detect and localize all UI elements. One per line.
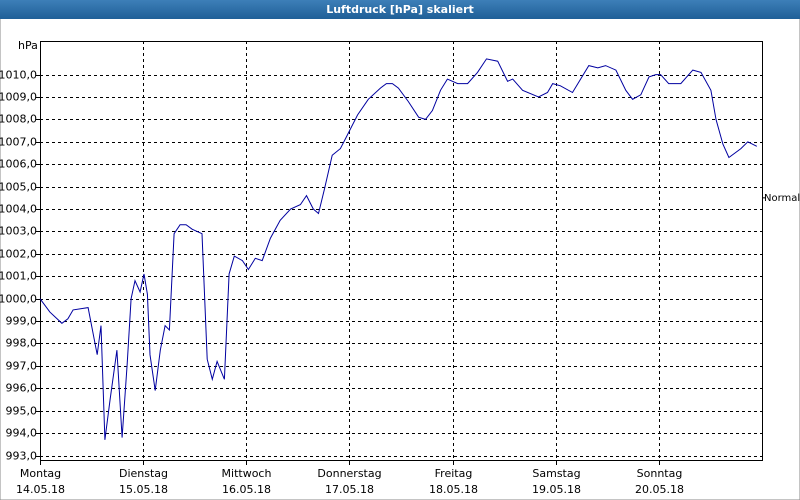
y-tick-label: 1003,0: [0, 225, 37, 238]
y-tick-label: 999,0: [6, 315, 38, 328]
plot-frame: [40, 41, 763, 461]
x-tick-label: Mittwoch: [222, 467, 272, 480]
y-tick-label: 994,0: [6, 427, 38, 440]
x-tick-label: Dienstag: [119, 467, 168, 480]
x-tick-label: Montag: [20, 467, 61, 480]
chart-title: Luftdruck [hPa] skaliert: [326, 3, 474, 16]
x-tick-date: 17.05.18: [325, 483, 374, 496]
x-tick-date: 14.05.18: [16, 483, 65, 496]
x-tick-label: Samstag: [532, 467, 580, 480]
y-tick-label: 1001,0: [0, 270, 37, 283]
y-tick-label: 1004,0: [0, 203, 37, 216]
title-bar: [0, 0, 800, 19]
x-tick-label: Donnerstag: [317, 467, 381, 480]
y-tick-label: 1000,0: [0, 293, 37, 306]
x-tick-date: 20.05.18: [635, 483, 684, 496]
y-tick-label: 998,0: [6, 337, 38, 350]
x-tick-label: Sonntag: [637, 467, 683, 480]
x-tick-date: 16.05.18: [222, 483, 271, 496]
x-tick-date: 19.05.18: [532, 483, 581, 496]
x-tick-date: 18.05.18: [429, 483, 478, 496]
y-tick-label: 1005,0: [0, 181, 37, 194]
y-axis-label: hPa: [18, 39, 38, 52]
reference-label: Normal: [764, 193, 800, 204]
y-tick-label: 997,0: [6, 360, 38, 373]
y-tick-label: 993,0: [6, 450, 38, 463]
y-tick-label: 1006,0: [0, 158, 37, 171]
y-tick-label: 1002,0: [0, 248, 37, 261]
y-tick-label: 1010,0: [0, 69, 37, 82]
x-tick-date: 15.05.18: [119, 483, 168, 496]
y-tick-label: 996,0: [6, 382, 38, 395]
data-line: [39, 58, 758, 440]
y-tick-label: 1007,0: [0, 136, 37, 149]
y-tick-label: 1009,0: [0, 91, 37, 104]
y-tick-label: 1008,0: [0, 113, 37, 126]
y-tick-label: 995,0: [6, 405, 38, 418]
x-tick-label: Freitag: [435, 467, 473, 480]
